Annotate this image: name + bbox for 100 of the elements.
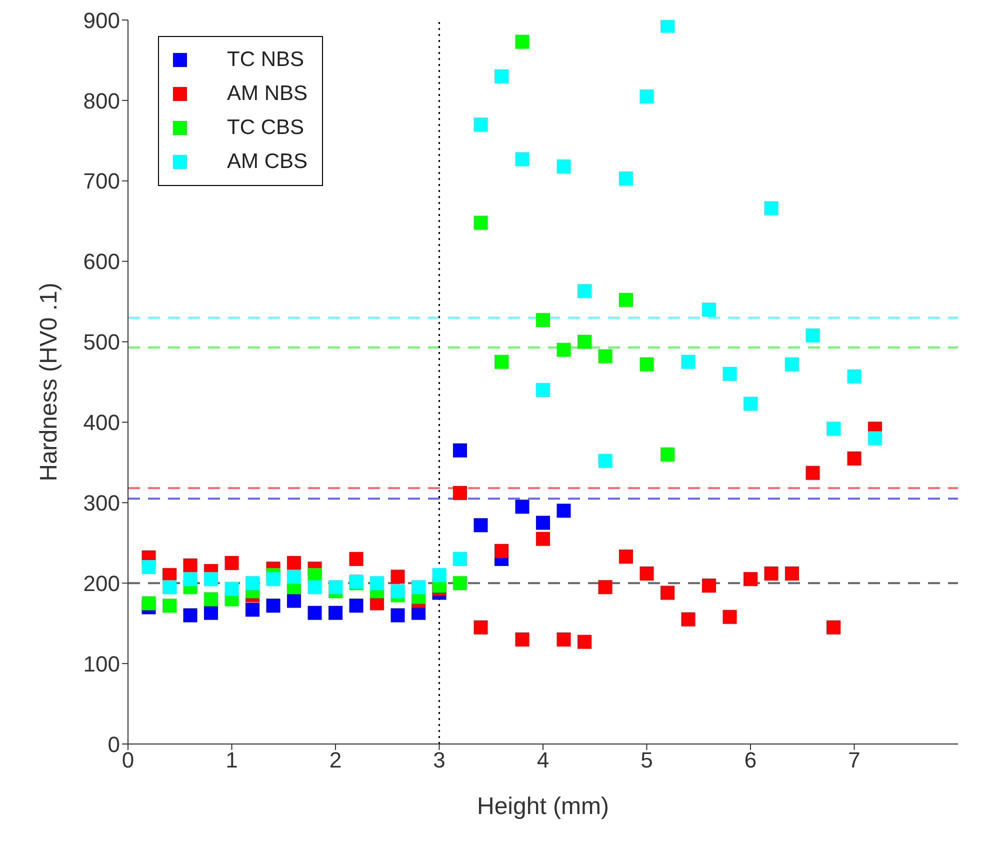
point	[826, 422, 840, 436]
point	[432, 568, 446, 582]
point	[660, 586, 674, 600]
point	[474, 620, 488, 634]
point	[287, 570, 301, 584]
point	[536, 383, 550, 398]
legend-label: TC CBS	[227, 115, 304, 141]
y-tick-label: 300	[83, 490, 120, 516]
point	[619, 292, 633, 307]
point	[598, 580, 612, 594]
point	[578, 334, 592, 349]
point	[453, 576, 467, 590]
point	[722, 366, 737, 381]
point	[287, 594, 301, 608]
point	[204, 592, 218, 606]
point	[619, 171, 633, 186]
point	[744, 396, 758, 411]
point	[246, 576, 260, 590]
point	[806, 328, 820, 342]
point	[474, 118, 488, 132]
point	[349, 552, 364, 566]
y-tick-label: 400	[83, 410, 120, 436]
point	[266, 598, 280, 613]
y-tick-label: 100	[83, 651, 120, 676]
point	[515, 34, 530, 49]
y-tick-label: 500	[83, 330, 120, 355]
point	[826, 620, 840, 634]
point	[681, 354, 696, 369]
point	[453, 486, 467, 500]
y-tick-label: 700	[83, 168, 120, 194]
point	[266, 572, 280, 586]
point	[390, 584, 405, 598]
point	[162, 598, 176, 613]
point	[868, 431, 882, 446]
point	[390, 570, 405, 584]
y-tick-label: 800	[83, 88, 120, 114]
point	[556, 632, 571, 646]
point	[246, 602, 260, 617]
x-tick-label: 6	[744, 748, 757, 773]
point	[204, 572, 218, 586]
point	[494, 544, 508, 558]
y-axis-title: Hardness (HV0 .1)	[36, 282, 63, 482]
point	[370, 576, 384, 590]
point	[536, 532, 550, 546]
point	[390, 608, 405, 622]
point	[142, 596, 156, 610]
point	[536, 516, 550, 530]
legend-label: AM CBS	[227, 149, 308, 175]
point	[619, 550, 633, 564]
point	[785, 566, 799, 580]
point	[785, 357, 799, 372]
point	[412, 580, 426, 594]
point	[183, 558, 198, 572]
point	[640, 89, 654, 104]
point	[640, 357, 654, 372]
point	[847, 451, 862, 466]
point	[183, 572, 198, 586]
point	[598, 349, 612, 364]
point	[474, 216, 488, 230]
point	[453, 443, 467, 458]
point	[328, 606, 342, 620]
point	[578, 284, 592, 298]
y-tick-label: 200	[83, 570, 120, 596]
point	[515, 632, 530, 646]
point	[308, 606, 322, 620]
point	[764, 566, 778, 580]
point	[660, 20, 674, 33]
point	[183, 608, 198, 622]
point	[474, 518, 488, 532]
point	[494, 69, 508, 84]
legend-label: TC NBS	[227, 47, 304, 73]
point	[142, 560, 156, 574]
x-tick-label: 3	[433, 748, 446, 773]
point	[598, 454, 612, 468]
y-tick-label: 600	[83, 249, 120, 274]
point	[515, 152, 530, 166]
x-tick-label: 1	[226, 748, 238, 773]
point	[308, 580, 322, 594]
point	[681, 612, 696, 626]
point	[328, 580, 342, 594]
x-tick-label: 5	[640, 748, 653, 773]
point	[536, 313, 550, 328]
point	[722, 610, 737, 624]
point	[556, 159, 571, 174]
point	[764, 201, 778, 216]
point	[640, 566, 654, 580]
point	[494, 354, 508, 369]
y-tick-label: 0	[108, 732, 120, 757]
point	[556, 342, 571, 357]
point	[224, 582, 239, 596]
point	[744, 572, 758, 586]
legend-label: AM NBS	[227, 81, 308, 107]
point	[578, 634, 592, 649]
point	[204, 606, 218, 620]
x-tick-label: 7	[848, 748, 860, 773]
point	[847, 369, 862, 384]
point	[349, 598, 364, 613]
x-tick-label: 4	[536, 748, 550, 773]
point	[515, 500, 530, 514]
y-tick-label: 900	[83, 8, 120, 33]
